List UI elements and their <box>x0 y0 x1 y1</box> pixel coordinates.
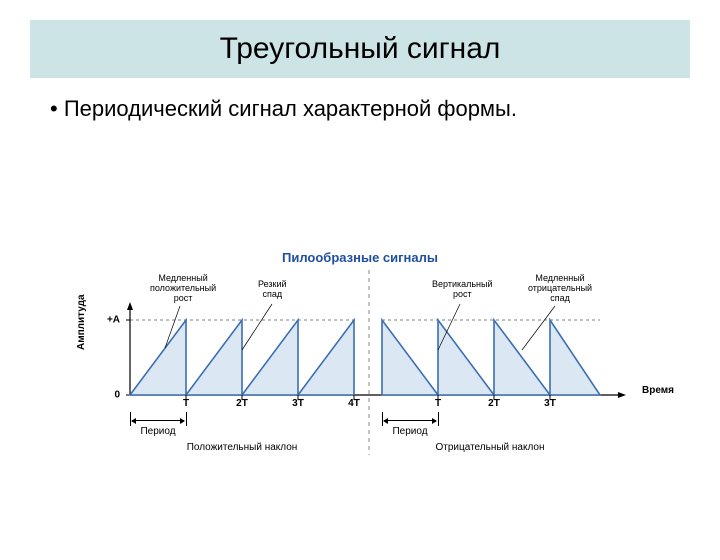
right-bottom-label: Отрицательный наклон <box>436 442 545 453</box>
slide-title-bar: Треугольный сигнал <box>30 20 690 78</box>
left-xtick-3: 4T <box>348 398 360 409</box>
period-arrow-right <box>384 420 436 421</box>
right-period-label: Период <box>392 426 427 437</box>
left-xtick-1: 2T <box>236 398 248 409</box>
period-arrow-left <box>132 420 184 421</box>
diagram: Пилообразные сигналы Амплитуда Время +A … <box>80 250 640 470</box>
x-axis-label: Время <box>642 385 674 396</box>
left-period-label: Период <box>140 426 175 437</box>
left-bottom-label: Положительный наклон <box>187 442 298 453</box>
left-xtick-2: 3T <box>292 398 304 409</box>
period-bar-l2 <box>186 412 187 426</box>
right-xtick-0: T <box>435 398 441 409</box>
slide-bullet: Периодический сигнал характерной формы. <box>50 96 670 122</box>
slide-title: Треугольный сигнал <box>220 32 501 65</box>
period-bar-r2 <box>438 412 439 426</box>
left-xtick-0: T <box>183 398 189 409</box>
waveform-svg <box>80 250 640 470</box>
right-xtick-2: 3T <box>544 398 556 409</box>
right-xtick-1: 2T <box>488 398 500 409</box>
